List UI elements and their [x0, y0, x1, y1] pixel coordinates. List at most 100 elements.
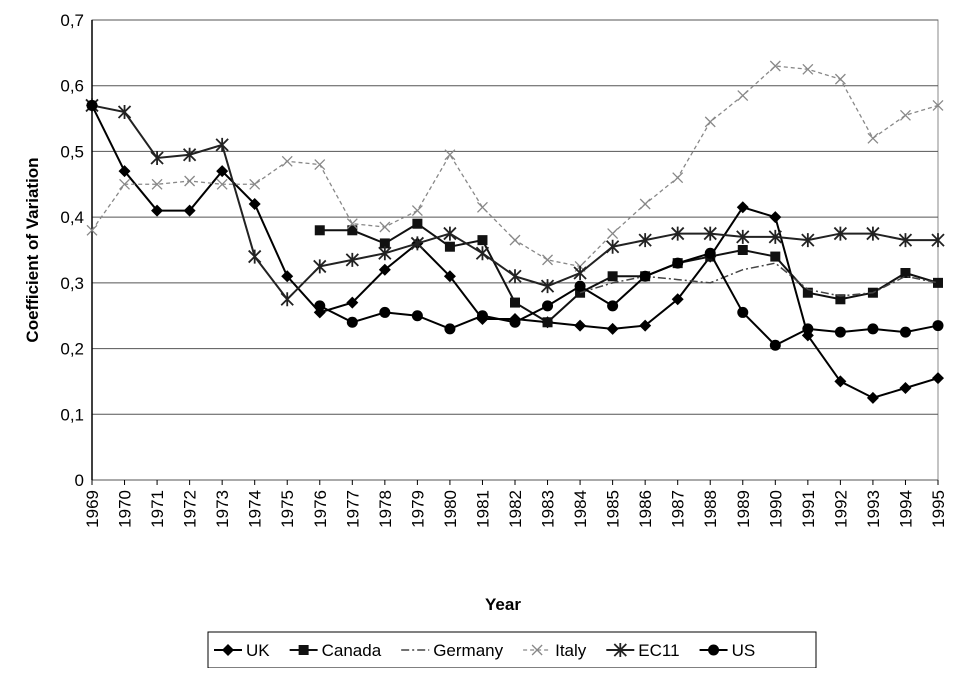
- marker: [542, 300, 554, 312]
- x-tick-label: 1971: [148, 490, 167, 528]
- marker: [411, 205, 423, 217]
- y-axis-label: Coefficient of Variation: [23, 157, 42, 342]
- x-tick-label: 1975: [278, 490, 297, 528]
- marker: [346, 218, 358, 230]
- marker: [379, 306, 391, 318]
- y-tick-label: 0,7: [60, 11, 84, 30]
- marker: [639, 270, 651, 282]
- x-tick-label: 1983: [539, 490, 558, 528]
- marker: [248, 198, 261, 210]
- marker: [606, 322, 619, 335]
- marker: [345, 252, 359, 267]
- marker: [867, 323, 879, 335]
- marker: [151, 204, 164, 217]
- marker: [542, 317, 553, 328]
- marker: [378, 246, 392, 261]
- x-tick-label: 1987: [669, 490, 688, 528]
- marker: [118, 165, 131, 178]
- marker: [540, 279, 555, 294]
- marker: [281, 270, 294, 283]
- marker: [899, 382, 912, 394]
- marker: [736, 201, 749, 214]
- marker: [574, 319, 587, 332]
- marker: [639, 319, 652, 332]
- x-tick-label: 1976: [311, 490, 330, 528]
- marker: [607, 271, 618, 282]
- marker: [834, 375, 847, 388]
- marker: [613, 643, 627, 657]
- legend: UK Canada Germany Italy EC11 US: [207, 631, 817, 669]
- x-tick-label: 1984: [571, 490, 590, 528]
- marker: [900, 109, 911, 121]
- x-tick-label: 1973: [213, 490, 232, 528]
- legend-label: Canada: [322, 641, 382, 660]
- marker: [476, 310, 488, 322]
- marker: [703, 226, 717, 241]
- marker: [900, 268, 911, 278]
- marker: [737, 90, 749, 102]
- x-tick-label: 1969: [83, 490, 102, 528]
- marker: [346, 296, 359, 309]
- marker: [249, 178, 261, 190]
- marker: [638, 233, 652, 248]
- marker: [671, 226, 685, 241]
- marker: [531, 644, 543, 656]
- marker: [769, 211, 782, 224]
- marker: [704, 247, 716, 259]
- marker: [834, 73, 846, 85]
- marker: [280, 292, 294, 307]
- marker: [298, 645, 309, 655]
- marker: [347, 225, 358, 236]
- y-tick-label: 0,5: [60, 142, 84, 161]
- marker: [607, 228, 619, 240]
- marker: [379, 238, 390, 249]
- marker: [411, 310, 423, 322]
- x-tick-label: 1972: [181, 490, 200, 528]
- marker: [769, 60, 781, 72]
- marker: [770, 251, 781, 262]
- marker: [737, 306, 749, 318]
- marker: [378, 263, 391, 276]
- marker: [410, 236, 425, 251]
- marker: [314, 300, 326, 312]
- y-tick-label: 0,1: [60, 405, 84, 424]
- marker: [248, 249, 262, 264]
- marker: [768, 229, 782, 244]
- x-tick-label: 1974: [246, 490, 265, 528]
- marker: [222, 644, 234, 656]
- x-tick-label: 1993: [864, 490, 883, 528]
- legend-label: Germany: [433, 641, 503, 660]
- y-tick-label: 0: [75, 471, 84, 490]
- marker: [444, 149, 456, 161]
- plot-area: [91, 19, 939, 481]
- marker: [215, 137, 229, 152]
- marker: [931, 233, 945, 248]
- marker: [899, 326, 911, 338]
- marker: [183, 204, 196, 217]
- marker: [119, 178, 130, 190]
- legend-label: UK: [246, 641, 270, 660]
- marker: [607, 300, 619, 312]
- marker: [835, 294, 846, 305]
- marker: [802, 287, 813, 298]
- x-tick-label: 1980: [441, 490, 460, 528]
- x-tick-label: 1970: [116, 490, 135, 528]
- marker: [117, 105, 132, 119]
- marker: [932, 99, 944, 111]
- marker: [704, 116, 716, 128]
- legend-label: Italy: [555, 641, 587, 660]
- x-tick-label: 1985: [604, 490, 623, 528]
- x-tick-label: 1981: [473, 490, 492, 528]
- marker: [802, 63, 814, 75]
- marker: [802, 323, 814, 335]
- marker: [412, 218, 423, 229]
- x-tick-label: 1989: [734, 490, 753, 528]
- x-tick-label: 1992: [831, 490, 850, 528]
- legend-label: US: [732, 641, 756, 660]
- marker: [509, 234, 521, 246]
- x-tick-label: 1977: [343, 490, 362, 528]
- marker: [509, 316, 521, 328]
- marker: [672, 172, 684, 184]
- marker: [542, 254, 553, 266]
- x-tick-label: 1994: [896, 490, 915, 528]
